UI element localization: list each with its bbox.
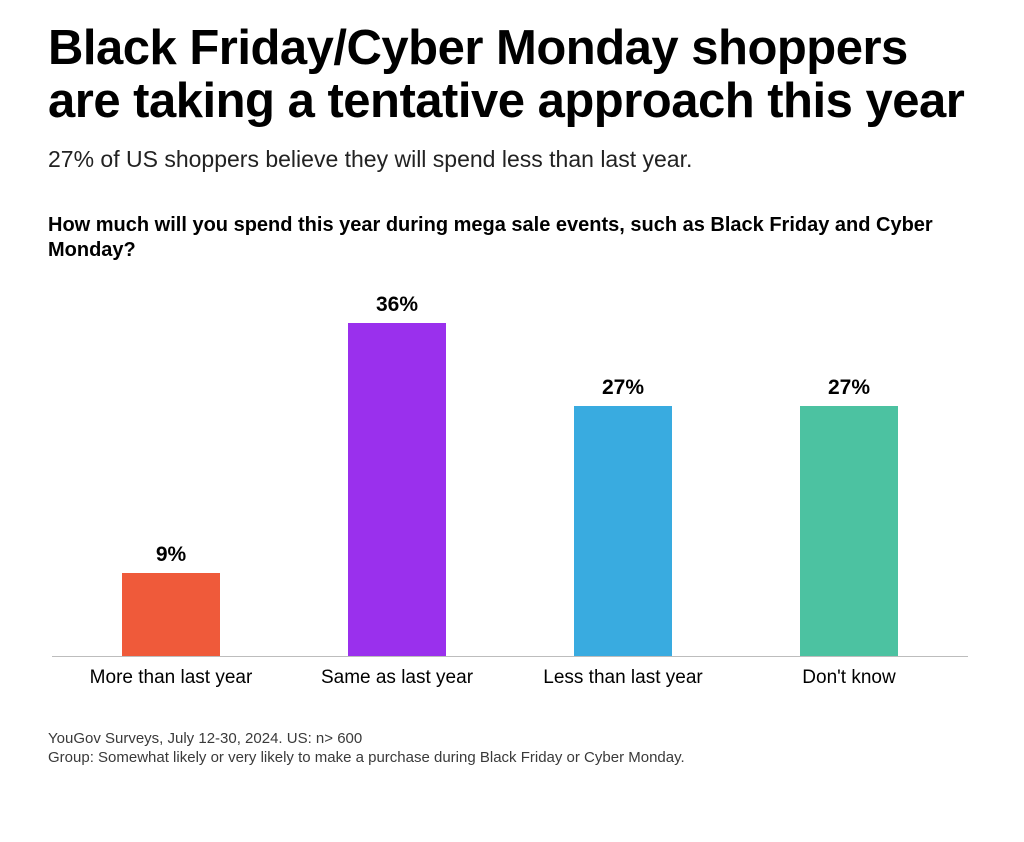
bar [800,406,898,656]
headline: Black Friday/Cyber Monday shoppers are t… [48,22,976,128]
chart-labels-row: More than last year Same as last year Le… [52,657,968,689]
bar-value-label: 36% [376,293,418,317]
bar [122,573,220,656]
bar-category-label: Less than last year [510,667,736,689]
bar [348,323,446,656]
bar-category-label: More than last year [58,667,284,689]
bar-col: 9% [58,287,284,656]
bar-col: 27% [736,287,962,656]
bar-col: 36% [284,287,510,656]
bar-value-label: 27% [828,376,870,400]
bar-value-label: 9% [156,543,186,567]
bar-category-label: Don't know [736,667,962,689]
footnote-line: YouGov Surveys, July 12-30, 2024. US: n>… [48,729,976,749]
bar-chart: 9% 36% 27% 27% [52,287,968,657]
subhead: 27% of US shoppers believe they will spe… [48,146,976,173]
bar [574,406,672,656]
bar-category-label: Same as last year [284,667,510,689]
footnote: YouGov Surveys, July 12-30, 2024. US: n>… [48,729,976,768]
bar-value-label: 27% [602,376,644,400]
chart-question: How much will you spend this year during… [48,213,976,263]
page-root: Black Friday/Cyber Monday shoppers are t… [0,0,1024,768]
footnote-line: Group: Somewhat likely or very likely to… [48,748,976,768]
bar-col: 27% [510,287,736,656]
